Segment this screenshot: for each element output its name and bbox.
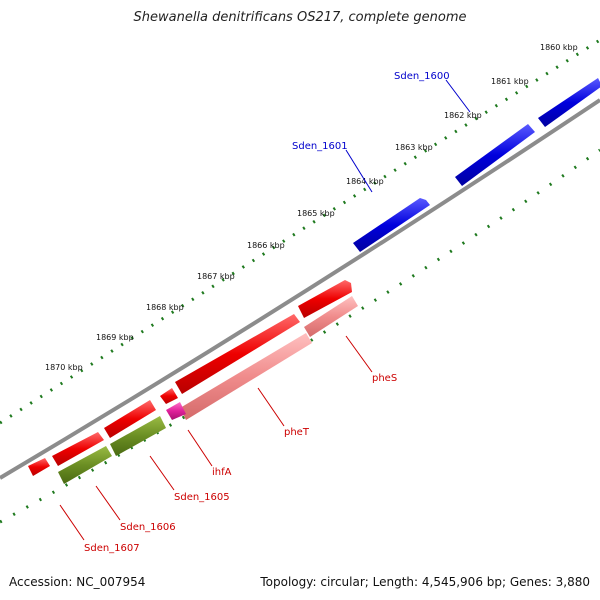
gene-pheS[interactable] <box>298 280 358 337</box>
kbp-label: 1864 kbp <box>346 177 384 186</box>
kbp-label: 1862 kbp <box>444 111 482 120</box>
gene-Sden_1600[interactable] <box>455 78 600 186</box>
inner-tick-track <box>0 148 600 524</box>
gene-label[interactable]: Sden_1607 <box>84 543 140 554</box>
gene-Sden_1606[interactable] <box>52 432 112 484</box>
gene-label[interactable]: Sden_1601 <box>292 141 348 152</box>
gene-label[interactable]: Sden_1606 <box>120 522 176 533</box>
gene-Sden_1601[interactable] <box>353 198 430 252</box>
kbp-label: 1867 kbp <box>197 272 235 281</box>
kbp-label: 1869 kbp <box>96 333 134 342</box>
map-title: Shewanella denitrificans OS217, complete… <box>133 10 467 25</box>
gene-label[interactable]: Sden_1605 <box>174 492 230 503</box>
gene-label[interactable]: ihfA <box>212 467 232 478</box>
gene-Sden_1605[interactable] <box>104 400 166 456</box>
genome-info-text: Topology: circular; Length: 4,545,906 bp… <box>260 575 590 589</box>
kbp-label: 1866 kbp <box>247 241 285 250</box>
kbp-label: 1861 kbp <box>491 77 529 86</box>
kbp-label: 1868 kbp <box>146 303 184 312</box>
gene-ihfA[interactable] <box>160 388 186 420</box>
kbp-label: 1860 kbp <box>540 43 578 52</box>
gene-label[interactable]: pheS <box>372 373 397 384</box>
genome-backbone <box>0 98 600 480</box>
gene-Sden_1607[interactable] <box>28 458 50 476</box>
outer-tick-track <box>0 38 600 425</box>
accession-text: Accession: NC_007954 <box>9 575 146 589</box>
kbp-scale: 1860 kbp 1861 kbp 1862 kbp 1863 kbp 1864… <box>45 43 578 372</box>
gene-label[interactable]: Sden_1600 <box>394 71 450 82</box>
kbp-label: 1865 kbp <box>297 209 335 218</box>
kbp-label: 1870 kbp <box>45 363 83 372</box>
gene-label[interactable]: pheT <box>284 427 310 438</box>
gene-labels: Sden_1600 Sden_1601 pheS pheT ihfA Sden_… <box>59 71 471 554</box>
gene-pheT[interactable] <box>175 314 312 420</box>
kbp-label: 1863 kbp <box>395 143 433 152</box>
